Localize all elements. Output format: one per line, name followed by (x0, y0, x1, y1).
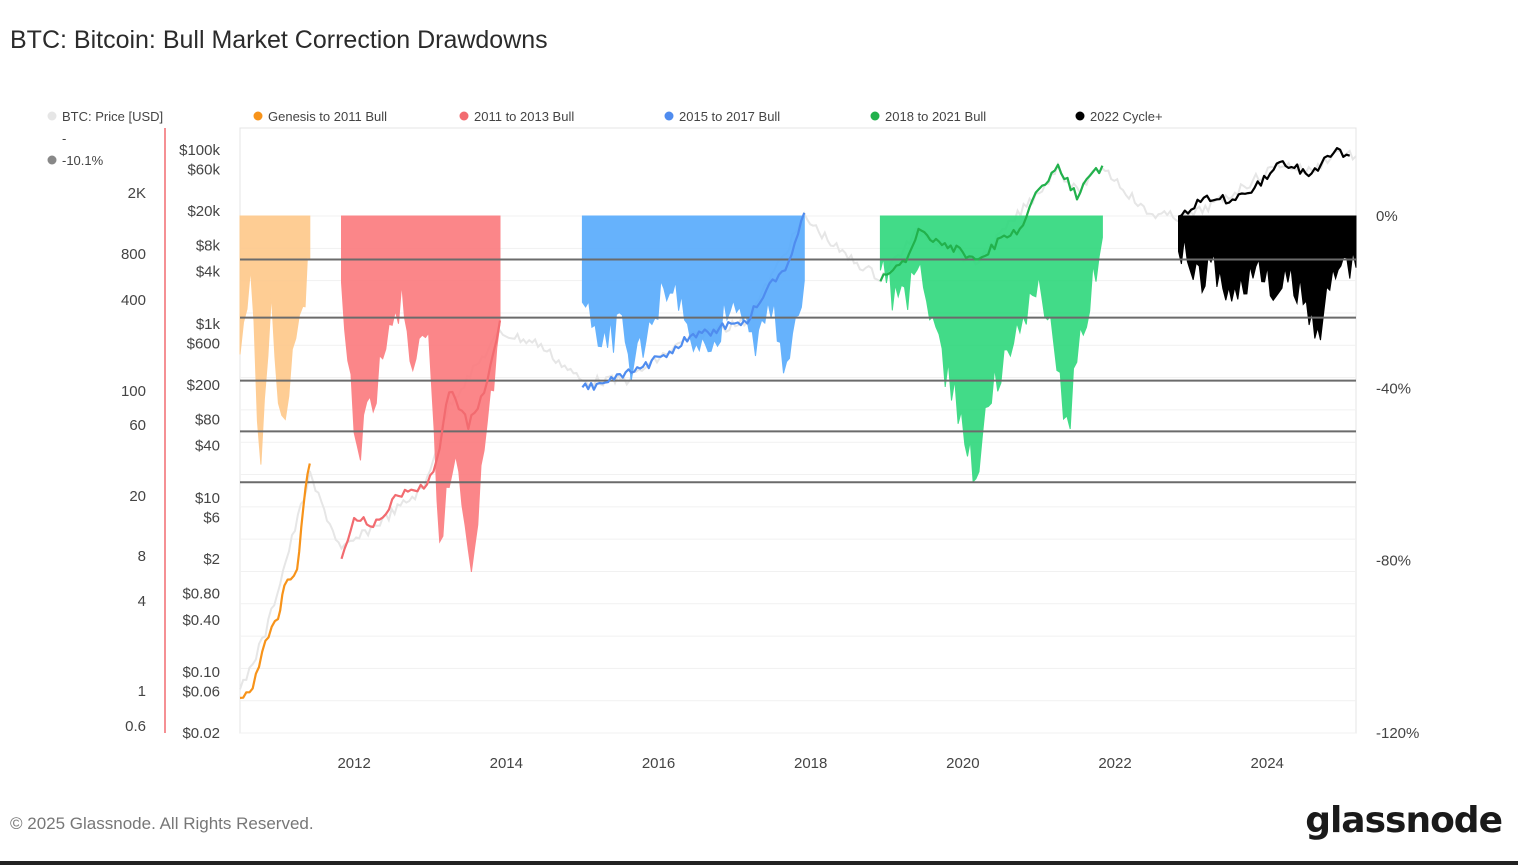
price-tick-label: $100k (179, 142, 220, 159)
x-tick-label: 2020 (946, 755, 979, 772)
glassnode-logo: glassnode (1305, 800, 1503, 841)
cycle-line-0 (239, 463, 311, 699)
right-tick-label: -80% (1376, 553, 1411, 570)
left-outer-tick-label: 0.6 (125, 718, 146, 735)
footer-copyright: © 2025 Glassnode. All Rights Reserved. (10, 814, 314, 833)
legend-label: - (62, 131, 66, 146)
left-outer-tick-label: 60 (129, 417, 146, 434)
cycle-line-2 (581, 212, 806, 391)
legend-label: 2022 Cycle+ (1090, 109, 1163, 124)
chart-canvas: BTC: Price [USD] - -10.1% Genesis to 2011 B… (47, 109, 1419, 772)
drawdown-area-3 (879, 215, 1103, 483)
left-outer-tick-label: 8 (138, 548, 146, 565)
price-tick-label: $600 (187, 335, 220, 352)
drawdown-area-0 (239, 215, 311, 465)
plot-area (239, 127, 1357, 734)
price-tick-label: $60k (187, 161, 220, 178)
price-tick-label: $20k (187, 203, 220, 220)
legend-label: 2015 to 2017 Bull (679, 109, 780, 124)
price-tick-label: $40 (195, 438, 220, 455)
legend-swatch (47, 155, 57, 165)
chart-title: BTC: Bitcoin: Bull Market Correction Dra… (10, 26, 548, 54)
left-outer-tick-label: 1 (138, 683, 146, 700)
right-tick-label: -120% (1376, 725, 1419, 742)
legend-swatch (47, 111, 57, 121)
price-tick-label: $1k (196, 316, 221, 333)
price-tick-label: $6 (203, 509, 220, 526)
legend-swatch (459, 111, 469, 121)
axes: 2012 2014 2016 2018 2020 2022 20242K8004001006… (121, 128, 1419, 772)
price-tick-label: $80 (195, 412, 220, 429)
legend-label: 2018 to 2021 Bull (885, 109, 986, 124)
legend-label: BTC: Price [USD] (62, 109, 163, 124)
price-tick-label: $200 (187, 377, 220, 394)
left-outer-tick-label: 100 (121, 383, 146, 400)
legend-swatch (253, 111, 263, 121)
legend-swatch (870, 111, 880, 121)
legend-swatch (1075, 111, 1085, 121)
x-tick-label: 2012 (337, 755, 370, 772)
legend-label: 2011 to 2013 Bull (474, 109, 574, 124)
price-tick-label: $2 (203, 551, 220, 568)
x-tick-label: 2018 (794, 755, 827, 772)
bottom-divider (0, 861, 1518, 865)
left-outer-tick-label: 2K (128, 185, 146, 202)
price-tick-label: $4k (196, 264, 221, 281)
price-tick-label: $10 (195, 490, 220, 507)
left-outer-tick-label: 4 (138, 593, 146, 610)
price-tick-label: $8k (196, 237, 221, 254)
cycle-line-3 (879, 163, 1104, 282)
right-tick-label: 0% (1376, 208, 1398, 225)
left-outer-tick-label: 400 (121, 292, 146, 309)
x-tick-label: 2014 (490, 755, 523, 772)
legend-label: -10.1% (62, 153, 104, 168)
price-tick-label: $0.06 (182, 683, 220, 700)
price-tick-label: $0.80 (182, 586, 220, 603)
price-tick-label: $0.40 (182, 612, 220, 629)
x-tick-label: 2024 (1251, 755, 1284, 772)
drawdown-area-4 (1178, 215, 1357, 341)
legend-label: Genesis to 2011 Bull (268, 109, 387, 124)
price-tick-label: $0.02 (182, 725, 220, 742)
cycle-line-1 (340, 320, 502, 560)
cycle-line-4 (1178, 147, 1351, 218)
right-tick-label: -40% (1376, 380, 1411, 397)
drawdown-area-2 (581, 215, 805, 382)
legend-swatch (664, 111, 674, 121)
x-tick-label: 2016 (642, 755, 675, 772)
price-tick-label: $0.10 (182, 664, 220, 681)
left-outer-tick-label: 800 (121, 246, 146, 263)
left-outer-tick-label: 20 (129, 488, 146, 505)
x-tick-label: 2022 (1098, 755, 1131, 772)
